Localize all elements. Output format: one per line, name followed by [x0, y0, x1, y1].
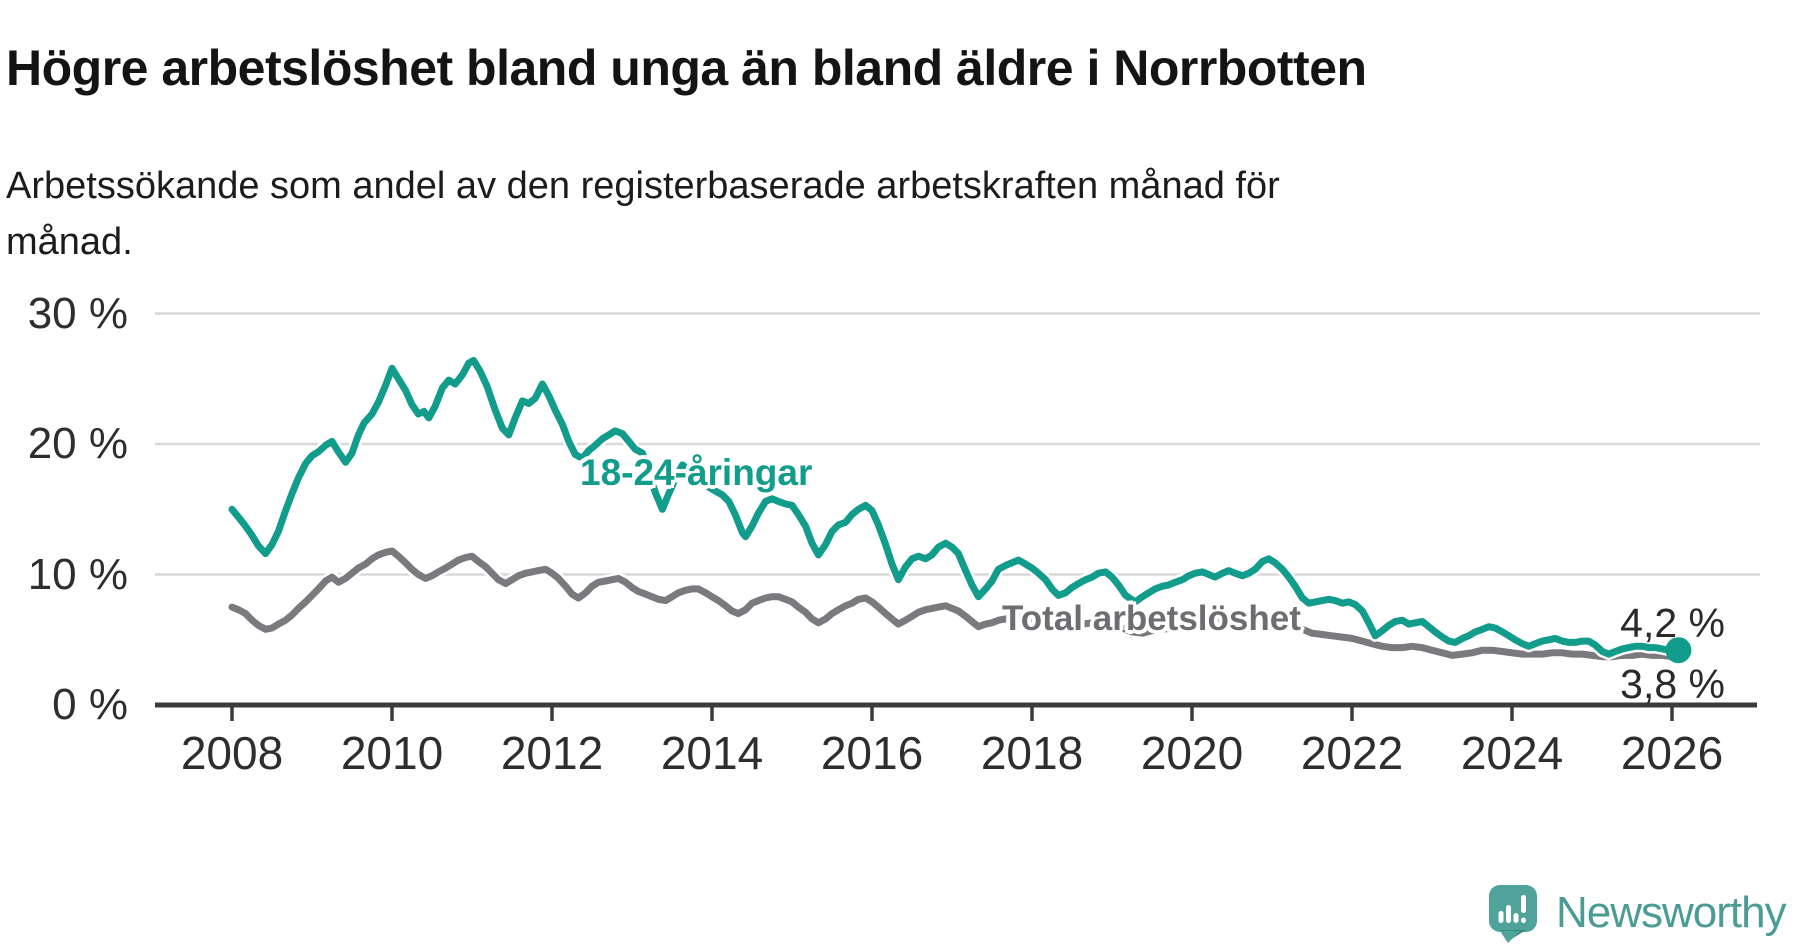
series-label-total: Total arbetslöshet [1002, 599, 1301, 638]
x-tick-label: 2014 [660, 727, 764, 779]
x-axis-ticks [230, 706, 1674, 721]
x-axis [155, 702, 1757, 721]
newsworthy-wordmark: Newsworthy [1556, 888, 1787, 937]
end-value-label-18-24: 4,2 % [1620, 600, 1725, 646]
series-end-dot [1665, 637, 1692, 664]
x-tick-label: 2018 [980, 727, 1084, 779]
x-tick-label: 2024 [1460, 727, 1564, 779]
chart-subtitle: Arbetssökande som andel av den registerb… [6, 158, 1506, 270]
x-tick-label: 2026 [1620, 727, 1724, 779]
chart-subtitle-line-2: månad. [6, 221, 133, 264]
x-tick-label: 2016 [820, 727, 924, 779]
x-tick-label: 2008 [180, 727, 284, 779]
y-tick-label: 10 % [27, 549, 128, 599]
newsworthy-logo[interactable]: Newsworthy [1488, 884, 1800, 948]
end-value-label-total: 3,8 % [1620, 661, 1725, 707]
total-unemployment-line [228, 547, 1686, 661]
x-tick-label: 2010 [340, 727, 444, 779]
page-title: Högre arbetslöshet bland unga än bland ä… [6, 39, 1367, 96]
young-unemployment-line [228, 357, 1682, 658]
series-label-18-24: 18-24-åringar [580, 452, 813, 493]
x-tick-label: 2020 [1140, 727, 1244, 779]
gridlines [155, 312, 1760, 576]
y-tick-label: 30 % [27, 288, 128, 338]
x-tick-label: 2012 [500, 727, 604, 779]
newsworthy-chart-bubble-icon [1489, 885, 1537, 943]
x-tick-label: 2022 [1300, 727, 1404, 779]
y-tick-label: 0 % [52, 680, 128, 729]
chart-subtitle-line-1: Arbetssökande som andel av den registerb… [6, 165, 1280, 207]
y-tick-label: 20 % [27, 419, 128, 468]
